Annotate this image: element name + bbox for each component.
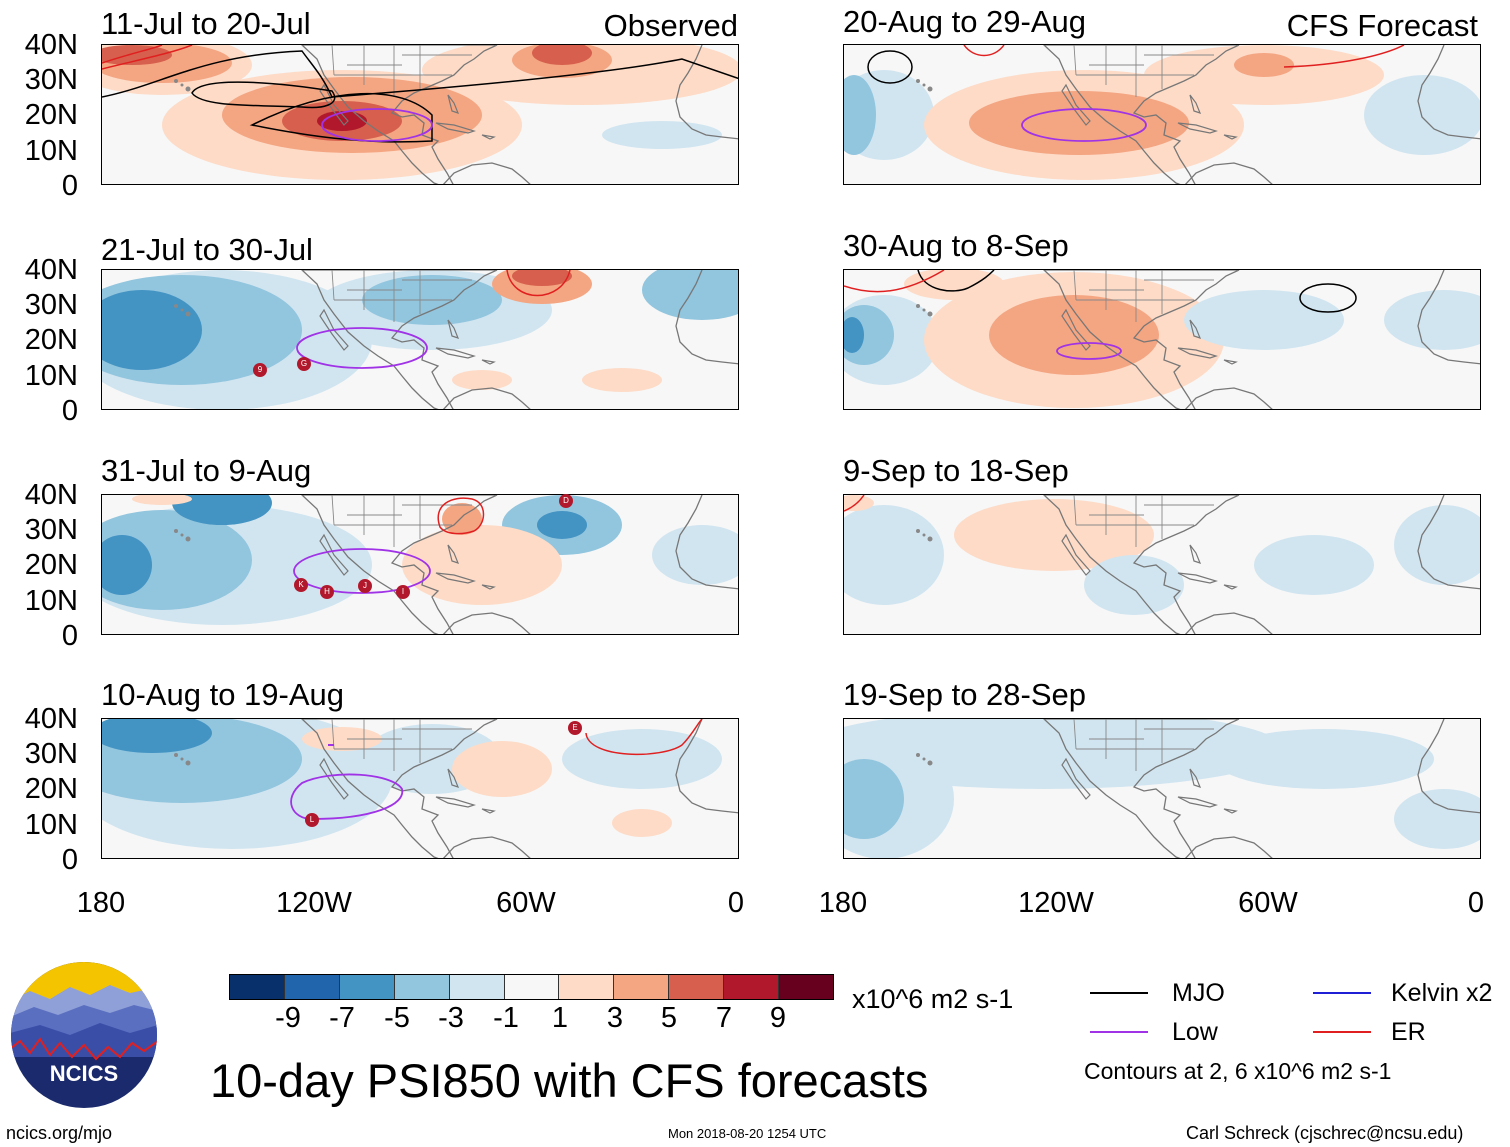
ncics-logo: NCICS: [10, 961, 158, 1109]
x-tick-label: 60W: [1238, 887, 1298, 919]
panel-title-2: 21-Jul to 30-Jul: [101, 232, 313, 267]
x-tick-label: 60W: [496, 887, 556, 919]
y-tick-label: 10N: [24, 135, 78, 167]
map-panel-6: [843, 269, 1481, 410]
colorbar-swatch: [230, 975, 285, 999]
legend-label-er: ER: [1391, 1018, 1426, 1046]
x-tick-label: 120W: [1018, 887, 1094, 919]
colorbar-tick: -3: [438, 1002, 464, 1034]
colorbar-tick: -9: [275, 1002, 301, 1034]
contours-note: Contours at 2, 6 x10^6 m2 s-1: [1084, 1058, 1392, 1084]
y-tick-label: 10N: [24, 585, 78, 617]
panel-title-8: 19-Sep to 28-Sep: [843, 677, 1087, 712]
y-tick-label: 20N: [24, 324, 78, 356]
panel-title-5: 20-Aug to 29-Aug: [843, 4, 1087, 39]
colorbar-tick: 1: [551, 1002, 569, 1034]
panel-title-4: 10-Aug to 19-Aug: [101, 677, 345, 712]
y-tick-label: 30N: [24, 289, 78, 321]
colorbar-tick: 9: [769, 1002, 787, 1034]
y-tick-label: 0: [61, 844, 78, 876]
footer-timestamp: Mon 2018-08-20 1254 UTC: [668, 1126, 827, 1141]
colorbar-swatch: [724, 975, 780, 999]
legend-line-mjo: [1090, 992, 1148, 994]
colorbar-tick: 5: [660, 1002, 678, 1034]
map-panel-3: [101, 494, 739, 635]
panel-title-6: 30-Aug to 8-Sep: [843, 228, 1069, 263]
legend-line-low: [1090, 1031, 1148, 1033]
y-tick-label: 30N: [24, 738, 78, 770]
legend-line-kelvin: [1313, 992, 1371, 994]
map-panel-5: [843, 44, 1481, 185]
x-tick-label: 180: [76, 887, 126, 919]
colorbar-swatch: [504, 975, 560, 999]
y-tick-label: 10N: [24, 360, 78, 392]
y-tick-label: 20N: [24, 549, 78, 581]
footer-author: Carl Schreck (cjschrec@ncsu.edu): [1186, 1123, 1464, 1143]
panel-title-3: 31-Jul to 9-Aug: [101, 453, 312, 488]
colorbar-tick: 3: [606, 1002, 624, 1034]
colorbar-tick: -5: [384, 1002, 410, 1034]
y-tick-label: 40N: [24, 479, 78, 511]
storm-marker: H: [320, 585, 334, 599]
map-panel-8: [843, 718, 1481, 859]
x-tick-label: 0: [1467, 887, 1485, 919]
colorbar-swatch: [779, 975, 833, 999]
y-tick-label: 10N: [24, 809, 78, 841]
logo-text: NCICS: [50, 1061, 118, 1086]
storm-marker: I: [396, 585, 410, 599]
x-tick-label: 180: [818, 887, 868, 919]
legend-label-low: Low: [1172, 1018, 1218, 1046]
colorbar: [229, 974, 834, 1000]
colorbar-swatch: [394, 975, 450, 999]
colorbar-swatch: [614, 975, 670, 999]
main-title: 10-day PSI850 with CFS forecasts: [210, 1054, 929, 1107]
footer-url[interactable]: ncics.org/mjo: [6, 1123, 113, 1143]
cfs-forecast-label: CFS Forecast: [1286, 8, 1478, 43]
colorbar-swatch: [339, 975, 395, 999]
legend-label-kelvin: Kelvin x2: [1391, 979, 1493, 1007]
storm-marker: J: [358, 579, 372, 593]
legend-line-er: [1313, 1031, 1371, 1033]
observed-label: Observed: [603, 8, 738, 43]
map-panel-7: [843, 494, 1481, 635]
colorbar-swatch: [284, 975, 340, 999]
map-panel-1: [101, 44, 739, 185]
legend-label-mjo: MJO: [1172, 979, 1225, 1007]
y-tick-label: 20N: [24, 99, 78, 131]
storm-marker: D: [559, 494, 573, 508]
y-tick-label: 40N: [24, 703, 78, 735]
panel-title-7: 9-Sep to 18-Sep: [843, 453, 1069, 488]
x-tick-label: 120W: [276, 887, 352, 919]
storm-marker: G: [297, 357, 311, 371]
colorbar-tick: 7: [715, 1002, 733, 1034]
y-tick-label: 0: [61, 620, 78, 652]
colorbar-units: x10^6 m2 s-1: [852, 984, 1014, 1014]
storm-marker: 9: [253, 363, 267, 377]
map-panel-4: [101, 718, 739, 859]
colorbar-tick: -7: [329, 1002, 355, 1034]
map-panel-2: [101, 269, 739, 410]
colorbar-swatch: [559, 975, 615, 999]
x-tick-label: 0: [727, 887, 745, 919]
colorbar-tick: -1: [493, 1002, 519, 1034]
storm-marker: E: [568, 721, 582, 735]
y-tick-label: 20N: [24, 773, 78, 805]
storm-marker: L: [305, 813, 319, 827]
storm-marker: K: [294, 578, 308, 592]
colorbar-swatch: [449, 975, 505, 999]
colorbar-swatch: [669, 975, 725, 999]
y-tick-label: 40N: [24, 254, 78, 286]
y-tick-label: 30N: [24, 64, 78, 96]
panel-title-1: 11-Jul to 20-Jul: [101, 6, 311, 41]
y-tick-label: 30N: [24, 514, 78, 546]
y-tick-label: 0: [61, 395, 78, 427]
y-tick-label: 40N: [24, 29, 78, 61]
y-tick-label: 0: [61, 170, 78, 202]
